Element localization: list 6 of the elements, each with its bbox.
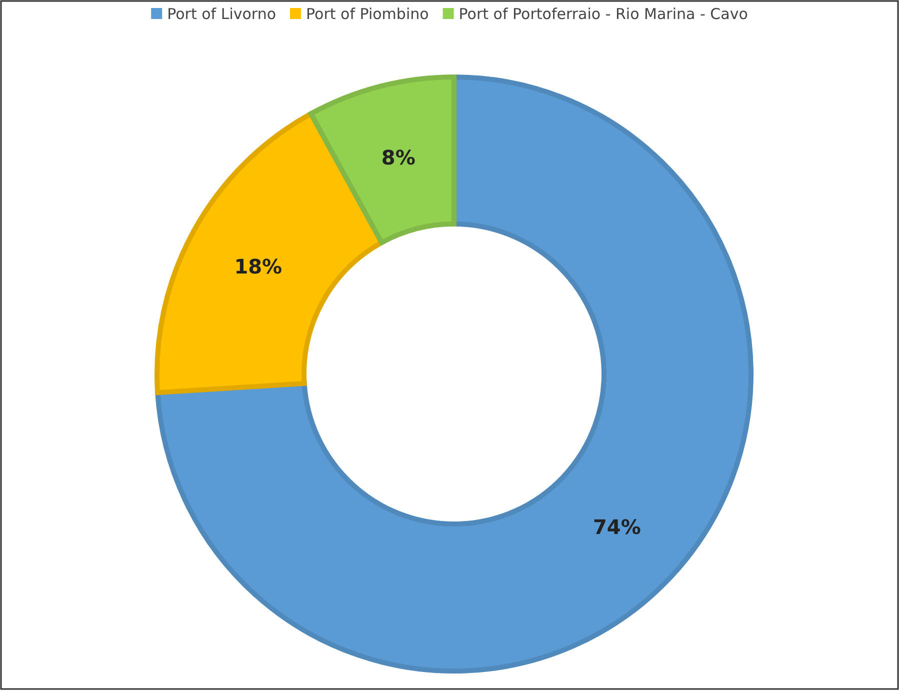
data-label: 18% — [234, 254, 282, 278]
data-label: 8% — [381, 146, 416, 170]
legend-label: Port of Portoferraio - Rio Marina - Cavo — [458, 5, 748, 23]
legend-label: Port of Piombino — [306, 5, 429, 23]
data-label: 74% — [592, 514, 641, 539]
legend-label: Port of Livorno — [167, 5, 276, 23]
